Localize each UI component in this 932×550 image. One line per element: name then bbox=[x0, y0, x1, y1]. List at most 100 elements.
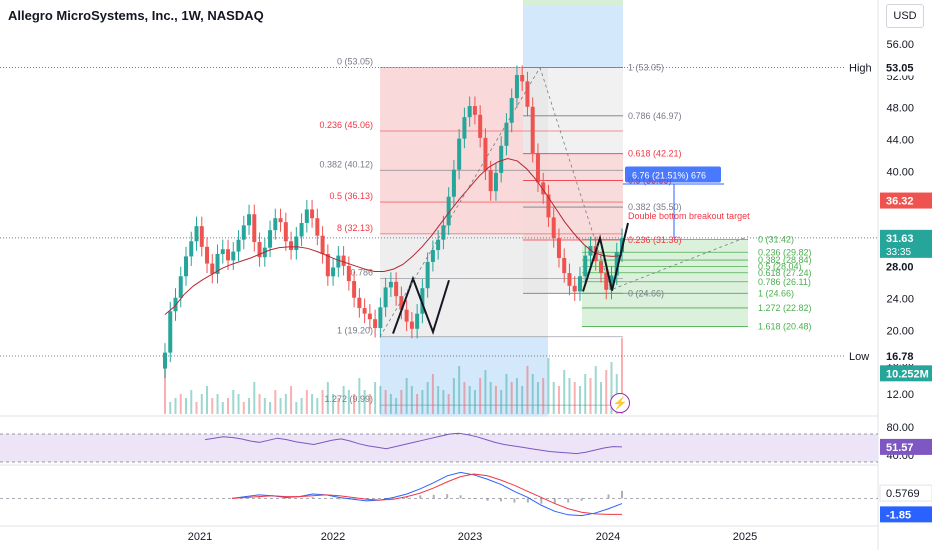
price-tag-bg bbox=[880, 365, 932, 382]
candle-body bbox=[525, 81, 530, 107]
price-tag-bg bbox=[880, 192, 932, 209]
fib-label: 0.618 (42.21) bbox=[628, 149, 682, 159]
volume-bar bbox=[531, 374, 534, 414]
candle-body bbox=[294, 236, 299, 251]
candle-body bbox=[168, 311, 173, 353]
volume-bar bbox=[468, 386, 471, 414]
candle-body bbox=[320, 235, 325, 254]
candle-body bbox=[373, 319, 378, 328]
candle-body bbox=[598, 261, 603, 274]
volume-bar bbox=[300, 398, 303, 414]
volume-bar bbox=[368, 394, 371, 414]
fib-label: 0 (53.05) bbox=[337, 56, 373, 66]
volume-bar bbox=[353, 394, 356, 414]
price-tag-label: High bbox=[849, 62, 872, 74]
macd-hist-bar bbox=[473, 498, 476, 499]
volume-bar bbox=[589, 378, 592, 414]
volume-bar bbox=[458, 366, 461, 414]
candle-body bbox=[231, 251, 236, 261]
fib-label: 0.382 (40.12) bbox=[319, 159, 373, 169]
candle-body bbox=[394, 281, 399, 297]
candle-body bbox=[546, 194, 551, 218]
candle-body bbox=[278, 218, 283, 223]
signal-tag-value: -1.85 bbox=[886, 509, 911, 521]
candle-body bbox=[493, 172, 498, 192]
candle-body bbox=[189, 241, 194, 257]
candle-body bbox=[457, 138, 462, 170]
currency-selector[interactable]: USD bbox=[886, 4, 924, 28]
macd-hist-bar bbox=[567, 498, 570, 503]
rsi-tick: 80.00 bbox=[886, 422, 914, 434]
measure-label: 6.76 (21.51%) 676 bbox=[632, 171, 706, 181]
candle-body bbox=[483, 137, 488, 171]
candle-body bbox=[378, 307, 383, 328]
candle-body bbox=[247, 214, 252, 226]
volume-bar bbox=[305, 390, 308, 414]
volume-bar bbox=[568, 378, 571, 414]
price-tick-label: 20.00 bbox=[886, 325, 914, 337]
price-tag-value: 31.63 bbox=[886, 233, 914, 245]
candle-body bbox=[499, 145, 504, 173]
signal-line bbox=[231, 473, 622, 515]
candle-body bbox=[446, 196, 451, 226]
volume-bar bbox=[258, 394, 261, 414]
price-tag-value: 36.32 bbox=[886, 196, 914, 208]
candle-body bbox=[541, 182, 546, 195]
volume-bar bbox=[584, 374, 587, 414]
volume-bar bbox=[578, 386, 581, 414]
volume-bar bbox=[206, 386, 209, 414]
zone-red bbox=[380, 67, 523, 234]
candle-body bbox=[388, 281, 393, 288]
trend-dashed bbox=[612, 236, 749, 290]
candle-body bbox=[609, 275, 614, 290]
fib-label: 1.272 (22.82) bbox=[758, 303, 812, 313]
candle-body bbox=[331, 267, 336, 277]
volume-bar bbox=[379, 386, 382, 414]
candle-body bbox=[604, 273, 609, 290]
volume-bar bbox=[557, 386, 560, 414]
volume-bar bbox=[510, 382, 513, 414]
rsi-tag-bg bbox=[880, 438, 932, 455]
candle-body bbox=[252, 214, 257, 243]
volume-bar bbox=[421, 390, 424, 414]
price-tag-label-bg bbox=[845, 347, 877, 364]
lightning-icon[interactable]: ⚡ bbox=[610, 393, 630, 413]
volume-bar bbox=[232, 390, 235, 414]
candle-body bbox=[352, 281, 357, 298]
macd-hist-bar bbox=[486, 498, 489, 501]
volume-bar bbox=[542, 378, 545, 414]
volume-bar bbox=[190, 390, 193, 414]
candle-body bbox=[415, 313, 420, 329]
candle-body bbox=[441, 225, 446, 240]
macd-hist-bar bbox=[446, 494, 449, 499]
volume-bar bbox=[416, 394, 419, 414]
volume-bar bbox=[526, 366, 529, 414]
candle-body bbox=[478, 114, 483, 138]
fib-label: 0.236 (45.06) bbox=[319, 120, 373, 130]
volume-bar bbox=[242, 402, 245, 414]
volume-bar bbox=[437, 386, 440, 414]
price-tick-label: 44.00 bbox=[886, 134, 914, 146]
price-tag-value: 10.252M bbox=[886, 368, 929, 380]
volume-bar bbox=[164, 354, 166, 414]
price-tag-value: 53.05 bbox=[886, 62, 914, 74]
candle-body bbox=[588, 246, 593, 256]
candle-body bbox=[367, 313, 372, 320]
volume-bar bbox=[179, 394, 182, 414]
trend-dashed bbox=[379, 67, 541, 337]
volume-bar bbox=[447, 394, 450, 414]
volume-bar bbox=[326, 382, 329, 414]
candle-body bbox=[472, 106, 477, 115]
fib-label: 1 (24.66) bbox=[758, 288, 794, 298]
candle-body bbox=[199, 226, 204, 247]
fib-label: 0.382 (28.84) bbox=[758, 255, 812, 265]
volume-bar bbox=[295, 402, 298, 414]
candle-body bbox=[299, 222, 304, 237]
moving-average-line bbox=[164, 158, 623, 315]
candle-body bbox=[226, 249, 231, 261]
macd-hist-bar bbox=[594, 497, 597, 499]
price-tag-bg bbox=[880, 59, 932, 76]
volume-bar bbox=[216, 394, 219, 414]
candle-body bbox=[530, 106, 535, 153]
